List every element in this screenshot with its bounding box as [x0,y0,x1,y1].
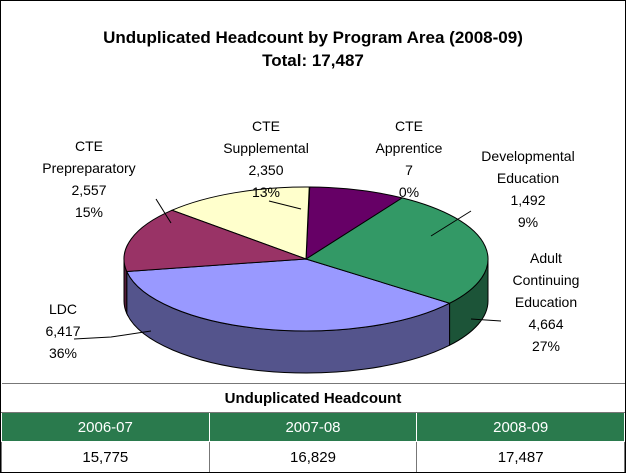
value-label: 1,492 [510,192,545,208]
table-title: Unduplicated Headcount [1,383,625,413]
slice [305,186,404,260]
label-line: CTE [395,118,423,134]
percent-label: 36% [49,345,77,361]
label-line: Prepreparatory [42,160,135,176]
value-label: 2,350 [248,162,283,178]
label-line: Education [497,170,559,186]
label-line: Developmental [481,148,574,164]
leader-line [73,330,152,340]
leader-line [470,318,502,322]
label-line: Apprentice [376,140,443,156]
leader-lines [73,198,502,340]
label-line: CTE [252,118,280,134]
cell: 16,829 [208,441,418,472]
label-line: CTE [75,138,103,154]
slice [126,258,451,332]
cell: 17,487 [416,441,625,472]
value-label: 2,557 [71,182,106,198]
slice-label: Adult Continuing Education [513,250,580,310]
percent-label: 27% [532,338,560,354]
slice-label: Developmental Education [481,148,574,186]
leader-line [430,210,472,237]
percent-label: 9% [518,214,538,230]
headcount-table: Unduplicated Headcount 2006-07 2007-08 2… [1,383,625,472]
label-line: Supplemental [223,140,309,156]
chart-title: Unduplicated Headcount by Program Area (… [103,28,523,47]
label-line: Education [515,294,577,310]
chart: Unduplicated Headcount by Program Area (… [42,28,580,374]
header-cell: 2006-07 [1,412,210,442]
header-cell: 2008-09 [416,412,625,442]
slice [304,197,489,304]
percent-label: 0% [399,184,419,200]
leader-line [268,200,302,210]
cell: 15,775 [1,441,210,472]
percent-label: 13% [252,184,280,200]
label-line: Continuing [513,272,580,288]
slice [170,186,310,260]
slice-label: CTE Prepreparatory [42,138,135,176]
label-line: LDC [49,301,77,317]
value-label: 7 [405,162,413,178]
label-line: Adult [530,250,562,266]
leader-line [155,198,172,224]
slice-label: LDC [49,301,77,317]
slice-label: CTE Supplemental [223,118,309,156]
chart-subtitle: Total: 17,487 [262,51,364,70]
value-label: 4,664 [528,316,563,332]
percent-label: 15% [75,204,103,220]
value-label: 6,417 [45,323,80,339]
header-cell: 2007-08 [208,412,418,442]
slice-label: CTE Apprentice [376,118,443,156]
slice [123,209,307,273]
